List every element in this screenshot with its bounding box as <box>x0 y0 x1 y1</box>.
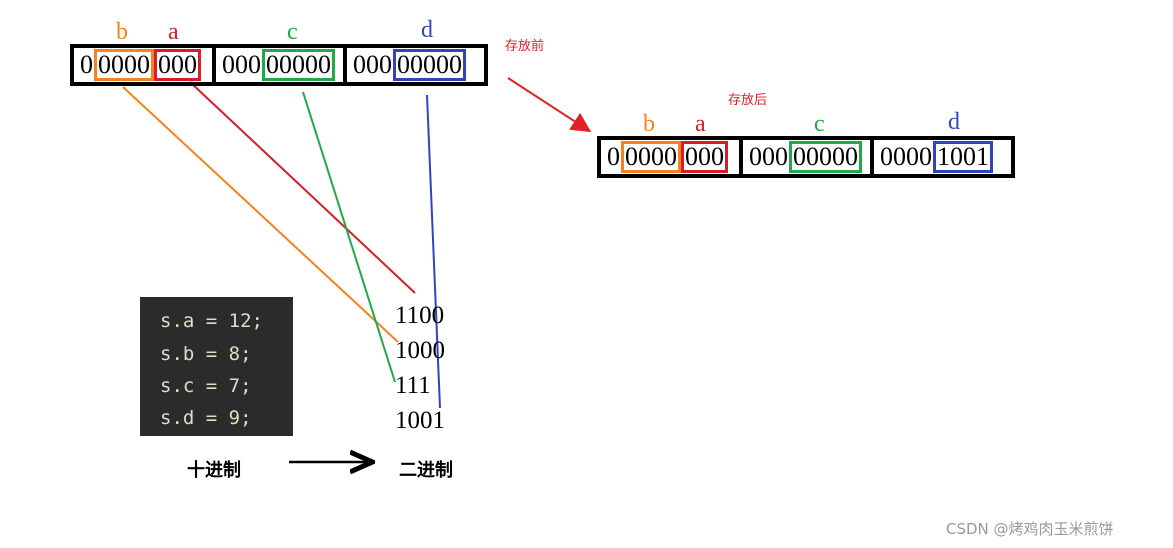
bit: 000 <box>749 142 788 171</box>
bit: 0000 <box>880 142 932 171</box>
field-d: 1001 <box>933 141 993 173</box>
decimal-label: 十进制 <box>187 460 241 481</box>
binary-value: 111 <box>395 372 431 399</box>
code-panel: s.a = 12; s.b = 8; s.c = 7; s.d = 9; <box>140 297 293 436</box>
b-link <box>122 86 399 343</box>
label-b: b <box>643 111 655 137</box>
byte: 0 0000 000 <box>601 140 739 174</box>
field-b: 0000 <box>94 49 154 81</box>
binary-label: 二进制 <box>399 460 453 481</box>
binary-value: 1000 <box>395 337 445 364</box>
byte: 0000 1001 <box>870 140 1011 174</box>
field-c: 00000 <box>789 141 862 173</box>
bit: 000 <box>222 50 261 79</box>
bit: 0 <box>80 50 93 79</box>
code-line: s.a = 12; <box>160 310 263 332</box>
label-a: a <box>168 19 179 45</box>
bit: 0 <box>607 142 620 171</box>
d-link <box>426 94 441 409</box>
label-d: d <box>421 17 433 43</box>
a-link <box>189 81 416 294</box>
binary-value: 1100 <box>395 302 445 329</box>
byte: 000 00000 <box>212 48 343 82</box>
c-link <box>302 91 396 383</box>
byte: 000 00000 <box>343 48 484 82</box>
bit: 000 <box>353 50 392 79</box>
field-a: 000 <box>154 49 201 81</box>
label-d: d <box>948 109 960 135</box>
byte: 000 00000 <box>739 140 870 174</box>
code-line: s.b = 8; <box>160 343 252 365</box>
memory-before: 0 0000 000 000 00000 000 00000 <box>70 44 488 86</box>
label-b: b <box>116 19 128 45</box>
field-c: 00000 <box>262 49 335 81</box>
label-c: c <box>287 19 298 45</box>
binary-value: 1001 <box>395 407 445 434</box>
memory-after: 0 0000 000 000 00000 0000 1001 <box>597 136 1015 178</box>
code-line: s.c = 7; <box>160 375 252 397</box>
field-a: 000 <box>681 141 728 173</box>
code-line: s.d = 9; <box>160 407 252 429</box>
red-arrow <box>507 77 592 133</box>
byte: 0 0000 000 <box>74 48 212 82</box>
watermark: CSDN @烤鸡肉玉米煎饼 <box>946 520 1114 538</box>
field-d: 00000 <box>393 49 466 81</box>
label-c: c <box>814 111 825 137</box>
note: 存放后 <box>728 93 768 108</box>
field-b: 0000 <box>621 141 681 173</box>
label-a: a <box>695 111 706 137</box>
note: 存放前 <box>505 39 545 54</box>
